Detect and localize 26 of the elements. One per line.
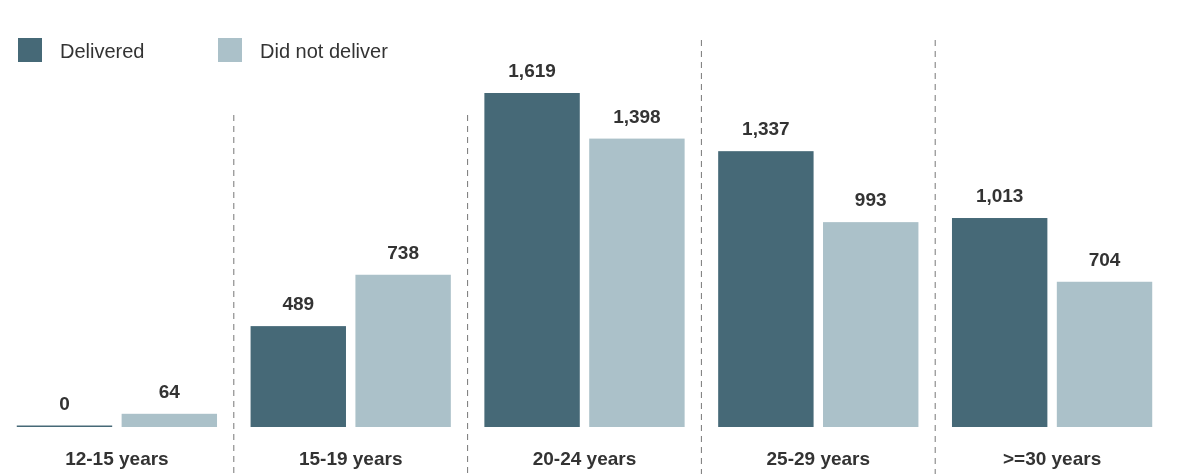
data-label: 1,337 — [742, 118, 790, 140]
bar — [718, 151, 814, 427]
legend-label: Did not deliver — [260, 40, 389, 62]
x-tick-label: 15-19 years — [298, 448, 403, 469]
bar — [589, 138, 685, 427]
data-label: 704 — [1088, 248, 1121, 270]
bar — [1056, 281, 1153, 427]
bar — [121, 413, 218, 427]
x-tick-label: 25-29 years — [766, 448, 871, 469]
data-label: 738 — [387, 241, 419, 263]
bar — [484, 93, 580, 427]
data-label: 1,013 — [975, 185, 1024, 207]
data-label: 1,398 — [613, 105, 661, 127]
bar — [250, 326, 346, 427]
x-tick-label: 20-24 years — [532, 448, 637, 469]
bar — [823, 222, 919, 427]
x-tick-label: 12-15 years — [65, 448, 169, 469]
data-label: 993 — [854, 189, 887, 211]
bar — [951, 218, 1048, 427]
legend-label: Delivered — [60, 40, 145, 62]
x-tick-label: >=30 years — [1002, 448, 1102, 469]
data-label: 489 — [282, 293, 315, 315]
data-label: 64 — [158, 380, 181, 402]
data-label: 0 — [59, 392, 70, 414]
bar — [355, 274, 451, 427]
data-label: 1,619 — [508, 60, 556, 81]
